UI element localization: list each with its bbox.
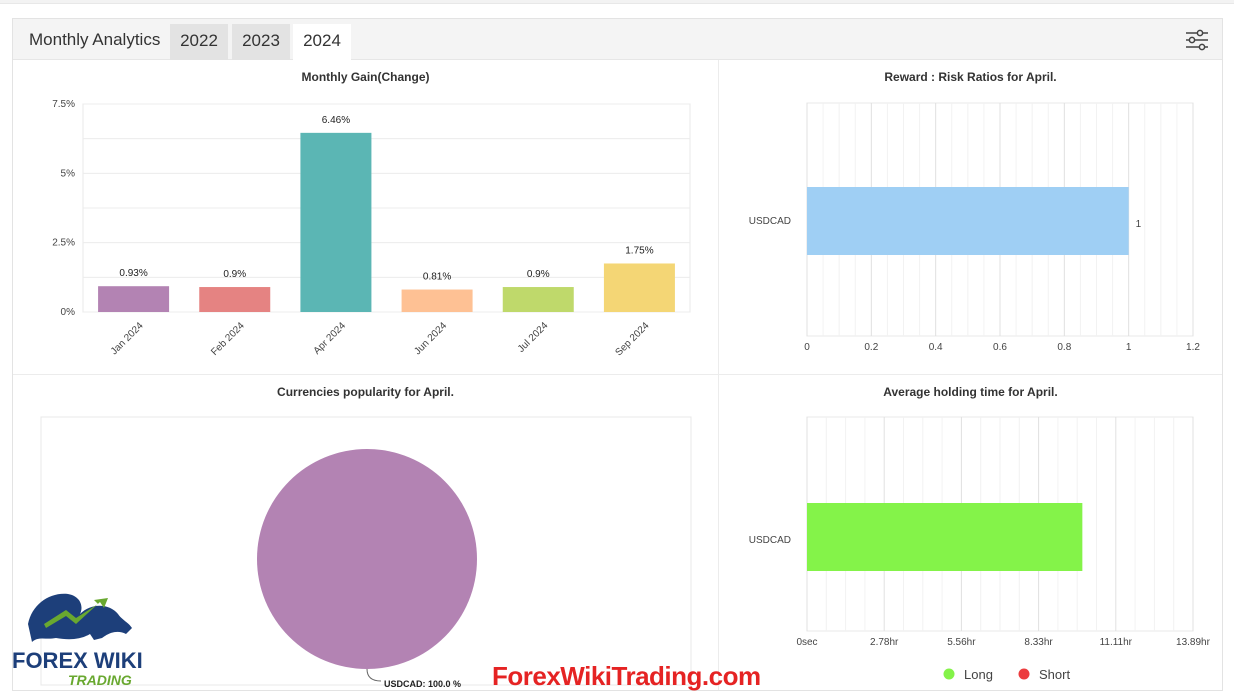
monthly-gain-title: Monthly Gain(Change) <box>301 70 430 84</box>
legend-label-short: Short <box>1039 667 1070 682</box>
reward-risk-chart: Reward : Risk Ratios for April. 0 0.2 0.4 0… <box>719 60 1222 374</box>
analytics-header: Monthly Analytics 2022 2023 2024 <box>13 19 1222 60</box>
x-tick-label: Apr 2024 <box>312 320 349 357</box>
legend-marker-short <box>1018 668 1030 680</box>
x-tick-label: 0.6 <box>993 342 1007 353</box>
bar-sep-2024 <box>603 263 675 312</box>
y-tick-label: 7.5% <box>52 99 75 110</box>
x-tick-label: 5.56hr <box>947 637 976 648</box>
x-tick-label: 0 <box>804 342 810 353</box>
bar-feb-2024 <box>199 287 271 312</box>
y-tick-label: 0% <box>61 307 76 318</box>
currencies-title: Currencies popularity for April. <box>277 385 454 399</box>
top-border <box>0 0 1234 4</box>
x-tick-label: 11.11hr <box>1100 637 1133 648</box>
monthly-gain-chart: Monthly Gain(Change) 7.5% 5% 2.5% 0% 0.93% Ja… <box>13 60 718 374</box>
vertical-divider <box>718 60 719 690</box>
bar-value-label: 0.9% <box>527 269 550 280</box>
bar-value-label: 6.46% <box>322 115 350 126</box>
x-tick-label: 1.2 <box>1186 342 1200 353</box>
x-tick-label: 2.78hr <box>870 637 899 648</box>
holding-time-title: Average holding time for April. <box>883 385 1058 399</box>
slice-label-line <box>366 668 382 682</box>
slice-label: USDCAD: 100.0 % <box>384 679 461 689</box>
sliders-icon[interactable] <box>1184 27 1210 53</box>
x-tick-label: 0.4 <box>929 342 943 353</box>
monthly-gain-svg: 7.5% 5% 2.5% 0% 0.93% Jan 2024 0.9% Feb 2024 6.4… <box>52 99 691 358</box>
y-category-label: USDCAD <box>749 535 791 546</box>
x-tick-label: Jun 2024 <box>412 320 449 357</box>
y-tick-label: 2.5% <box>52 238 75 249</box>
reward-risk-title: Reward : Risk Ratios for April. <box>884 70 1057 84</box>
x-tick-label: 0.2 <box>864 342 878 353</box>
holding-time-chart: Average holding time for April. 0sec 2.78… <box>719 375 1222 691</box>
bar-value-label: 0.9% <box>223 269 246 280</box>
x-tick-label: 8.33hr <box>1024 637 1053 648</box>
legend-label-long: Long <box>964 667 993 682</box>
x-tick-label: Jan 2024 <box>109 320 146 357</box>
logo-text-top: FOREX WIKI <box>12 648 143 673</box>
pie-slice-usdcad <box>257 449 477 669</box>
bar-jan-2024 <box>98 286 170 312</box>
x-tick-label: Sep 2024 <box>613 320 651 358</box>
monthly-analytics-panel: Monthly Analytics 2022 2023 2024 Monthly… <box>12 18 1223 691</box>
bar-value-label: 1.75% <box>625 245 653 256</box>
bar-usdcad-long <box>807 503 1083 571</box>
x-tick-label: Feb 2024 <box>209 320 247 358</box>
currencies-pie-svg: USDCAD: 100.0 % <box>40 416 692 689</box>
bar-jul-2024 <box>502 287 574 312</box>
currencies-popularity-chart: Currencies popularity for April. USDCAD:… <box>13 375 718 691</box>
legend-marker-long <box>943 668 955 680</box>
x-tick-label: 0sec <box>796 637 817 648</box>
tab-2022[interactable]: 2022 <box>170 24 228 60</box>
y-tick-label: 5% <box>61 168 76 179</box>
bar-jun-2024 <box>401 289 473 312</box>
logo-text-bottom: TRADING <box>68 672 132 688</box>
y-category-label: USDCAD <box>749 216 791 227</box>
x-tick-label: 13.89hr <box>1176 637 1211 648</box>
forex-wiki-logo: FOREX WIKI TRADING <box>12 593 143 688</box>
bar-value-label: 1 <box>1136 219 1142 230</box>
tab-2023[interactable]: 2023 <box>232 24 290 60</box>
plot-area <box>40 416 692 686</box>
holding-time-svg: 0sec 2.78hr 5.56hr 8.33hr 11.11hr 13.89hr USDC… <box>749 416 1211 682</box>
bar-apr-2024 <box>300 132 372 312</box>
bar-value-label: 0.81% <box>423 272 451 283</box>
x-tick-label: 1 <box>1126 342 1132 353</box>
bar-usdcad <box>807 187 1129 255</box>
x-tick-label: 0.8 <box>1057 342 1071 353</box>
tab-2024[interactable]: 2024 <box>293 24 351 60</box>
bar-value-label: 0.93% <box>119 268 147 279</box>
watermark-text: ForexWikiTrading.com <box>492 661 761 691</box>
horizontal-divider <box>13 374 1222 375</box>
reward-risk-svg: 0 0.2 0.4 0.6 0.8 1 1.2 USDCAD 1 <box>749 102 1200 353</box>
x-tick-label: Jul 2024 <box>516 320 551 355</box>
page-title: Monthly Analytics <box>29 30 161 49</box>
